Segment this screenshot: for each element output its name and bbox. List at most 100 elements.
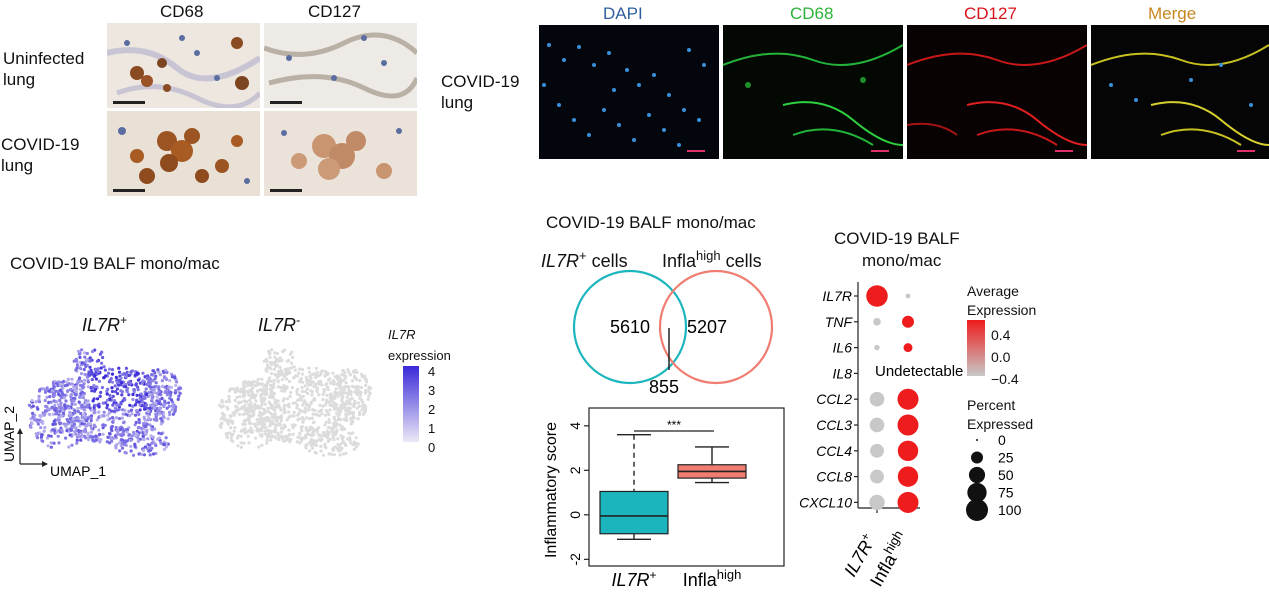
umap-cell <box>310 446 315 450</box>
umap-cell <box>266 406 270 410</box>
umap-cell <box>90 378 94 382</box>
umap-cell <box>263 425 267 429</box>
umap-cell <box>52 391 56 395</box>
umap-cell <box>253 384 257 388</box>
umap-cell <box>136 378 140 382</box>
umap-cell <box>76 419 80 423</box>
umap-cell <box>135 371 140 375</box>
umap-cell <box>255 422 259 426</box>
umap-cell <box>145 422 149 426</box>
umap-cell <box>308 449 312 453</box>
dotplot-gene-label: CCL4 <box>816 443 852 459</box>
umap-cell <box>254 380 259 384</box>
umap-cell <box>304 416 309 420</box>
umap-cell <box>245 381 249 385</box>
umap-cell <box>333 445 337 449</box>
umap-cell <box>305 432 309 436</box>
umap-cell <box>261 417 265 421</box>
dotplot-title-line2: mono/mac <box>862 251 942 270</box>
umap-cell <box>333 430 337 434</box>
umap-cell <box>230 433 234 437</box>
umap-cell <box>326 385 330 389</box>
umap-cell <box>339 379 343 383</box>
umap-cell <box>295 392 299 396</box>
umap-cell <box>300 424 304 429</box>
umap-cell <box>153 427 157 431</box>
umap-cell <box>37 394 41 398</box>
umap-cell <box>168 413 172 417</box>
umap-cell <box>267 400 271 404</box>
umap-cell <box>33 413 37 417</box>
umap-cell <box>102 365 106 369</box>
umap-cell <box>279 426 284 430</box>
umap-cell <box>331 379 335 383</box>
umap-cell <box>166 417 170 421</box>
umap-cell <box>81 413 85 417</box>
umap-cell <box>235 409 239 413</box>
dotplot-legend-pct-label: 50 <box>998 467 1014 483</box>
umap-cell <box>141 379 145 383</box>
umap-cell <box>292 376 296 380</box>
umap-cell <box>347 387 351 391</box>
umap-cell <box>239 441 243 445</box>
umap-cell <box>90 358 94 362</box>
umap-cell <box>45 395 49 399</box>
umap-cell <box>326 439 330 443</box>
umap-cell <box>141 371 145 375</box>
umap-cell <box>235 405 239 409</box>
umap-cell <box>30 411 35 415</box>
ihc-image-covid-cd68 <box>107 111 260 196</box>
umap-cell <box>115 387 119 391</box>
umap-cell <box>228 388 232 392</box>
umap-cell <box>359 393 363 397</box>
umap-cell <box>242 391 246 395</box>
umap-cell <box>46 444 50 448</box>
umap-cell <box>170 408 174 412</box>
umap-cell <box>360 404 364 408</box>
dotplot-dot <box>874 344 880 351</box>
umap-cell <box>148 406 152 410</box>
umap-cell <box>317 393 321 397</box>
umap-cell <box>45 409 49 413</box>
umap-cell <box>285 359 289 363</box>
umap-cell <box>111 380 115 384</box>
umap-cell <box>314 366 318 370</box>
umap-cell <box>88 373 92 377</box>
umap-cell <box>34 400 38 404</box>
umap-legend-tick: 0 <box>428 440 436 455</box>
umap-cell <box>50 389 55 393</box>
umap-cell <box>239 445 243 449</box>
umap-cell <box>357 385 361 389</box>
umap-cell <box>144 425 148 429</box>
umap-legend-tick: 2 <box>428 402 436 417</box>
umap-cell <box>146 437 150 441</box>
umap-cell <box>269 379 274 383</box>
umap-cell <box>283 368 287 372</box>
umap-cell <box>310 390 314 394</box>
umap-cell <box>117 370 122 374</box>
umap-cell <box>347 385 351 389</box>
umap-cell <box>320 408 324 412</box>
umap-cell <box>265 363 270 367</box>
umap-cell <box>307 370 312 374</box>
umap-cell <box>131 404 135 408</box>
umap-cell <box>137 420 142 425</box>
umap-cell <box>263 419 268 423</box>
umap-cell <box>254 424 258 428</box>
umap-cell <box>325 400 329 404</box>
umap-cell <box>220 398 224 403</box>
umap-cell <box>37 397 41 401</box>
umap-cell <box>336 414 340 418</box>
ihc-row-label-uninfected: Uninfected lung <box>3 49 85 89</box>
umap-cell <box>111 420 115 424</box>
umap-cell <box>108 393 112 397</box>
umap-cell <box>276 431 280 435</box>
umap-cell <box>100 350 104 354</box>
umap-cell <box>309 376 313 380</box>
dotplot-legend-expr-tick: 0.0 <box>991 349 1011 365</box>
umap-cell <box>340 441 344 445</box>
venn-right-label: Inflahigh cells <box>662 248 762 271</box>
umap-cell <box>93 373 97 378</box>
umap-cell <box>88 365 92 369</box>
umap-cell <box>354 445 358 449</box>
